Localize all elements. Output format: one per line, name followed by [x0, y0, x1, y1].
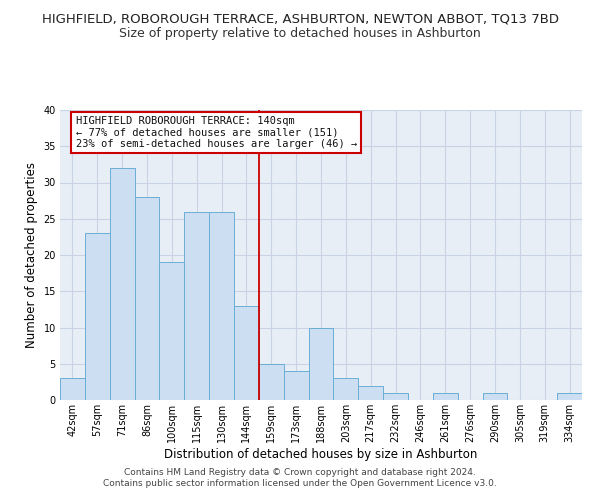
Text: HIGHFIELD ROBOROUGH TERRACE: 140sqm
← 77% of detached houses are smaller (151)
2: HIGHFIELD ROBOROUGH TERRACE: 140sqm ← 77…: [76, 116, 357, 149]
Bar: [234, 306, 259, 400]
Text: HIGHFIELD, ROBOROUGH TERRACE, ASHBURTON, NEWTON ABBOT, TQ13 7BD: HIGHFIELD, ROBOROUGH TERRACE, ASHBURTON,…: [41, 12, 559, 26]
Bar: [160, 262, 184, 400]
Bar: [358, 386, 383, 400]
Bar: [184, 212, 209, 400]
Bar: [134, 197, 160, 400]
Text: Size of property relative to detached houses in Ashburton: Size of property relative to detached ho…: [119, 28, 481, 40]
Y-axis label: Number of detached properties: Number of detached properties: [25, 162, 38, 348]
Bar: [60, 378, 85, 400]
Bar: [557, 393, 582, 400]
Bar: [110, 168, 134, 400]
Bar: [334, 378, 358, 400]
X-axis label: Distribution of detached houses by size in Ashburton: Distribution of detached houses by size …: [164, 448, 478, 460]
Text: Contains HM Land Registry data © Crown copyright and database right 2024.
Contai: Contains HM Land Registry data © Crown c…: [103, 468, 497, 487]
Bar: [284, 371, 308, 400]
Bar: [308, 328, 334, 400]
Bar: [383, 393, 408, 400]
Bar: [482, 393, 508, 400]
Bar: [433, 393, 458, 400]
Bar: [209, 212, 234, 400]
Bar: [85, 233, 110, 400]
Bar: [259, 364, 284, 400]
